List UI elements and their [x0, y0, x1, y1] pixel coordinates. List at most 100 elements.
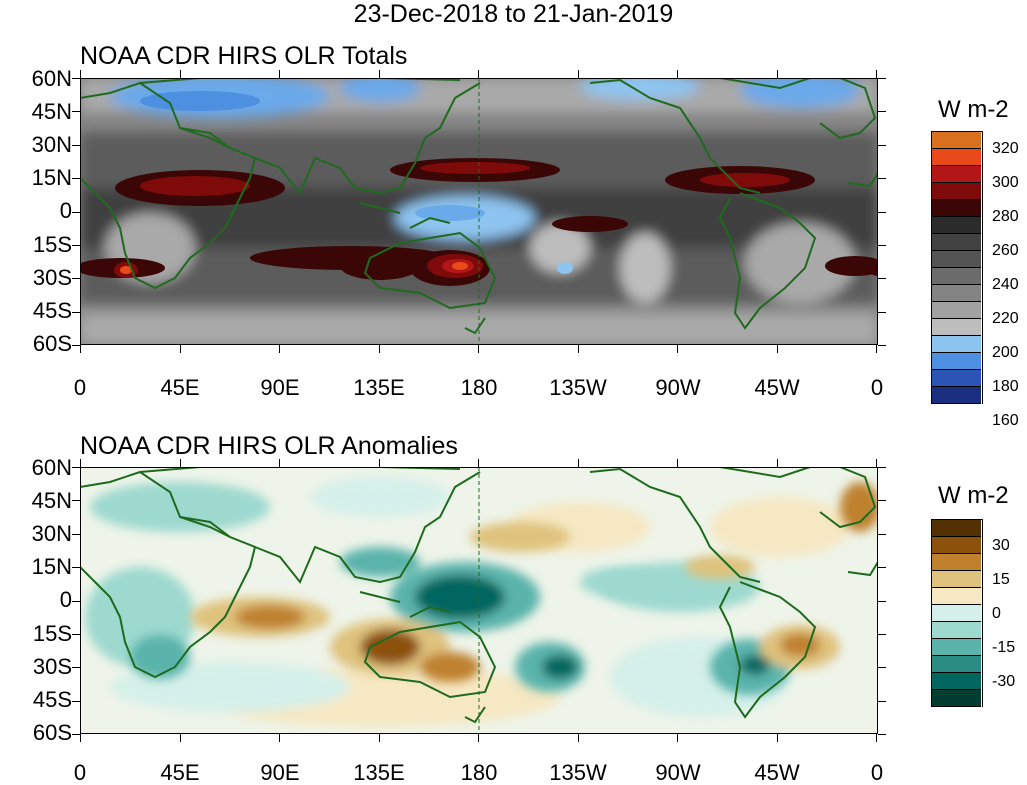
anomalies-lon-label: 45W — [754, 760, 800, 785]
axis-tick — [379, 734, 380, 742]
axis-tick — [777, 345, 778, 353]
axis-tick — [72, 178, 80, 179]
axis-tick — [878, 467, 886, 468]
totals-lat-label: 15N — [31, 165, 72, 190]
axis-tick — [878, 212, 886, 213]
anomalies-lon-label: 0 — [870, 760, 884, 785]
totals-lon-label: 180 — [460, 375, 498, 400]
axis-tick — [878, 145, 886, 146]
figure-title: 23-Dec-2018 to 21-Jan-2019 — [353, 0, 674, 28]
axis-tick — [72, 567, 80, 568]
axis-tick — [876, 345, 877, 353]
anomalies-lon-label: 45E — [160, 760, 200, 785]
axis-tick — [677, 70, 678, 78]
anomalies-colorbar-border — [931, 519, 983, 707]
totals-colorbar-label: 260 — [992, 242, 1019, 259]
anomalies-colorbar-swatch — [931, 588, 981, 605]
anomalies-colorbar-label: 15 — [992, 570, 1010, 588]
anomalies-map — [80, 467, 878, 734]
axis-tick — [72, 145, 80, 146]
axis-tick — [279, 734, 280, 742]
anomalies-lon-label: 90W — [655, 760, 701, 785]
axis-tick — [72, 534, 80, 535]
axis-tick — [379, 70, 380, 78]
totals-lat-label: 0 — [59, 198, 72, 223]
axis-tick — [876, 734, 877, 742]
anomalies-lat-label: 60S — [32, 720, 72, 745]
anomalies-colorbar-label: -15 — [992, 638, 1016, 656]
totals-colorbar-label: 160 — [992, 412, 1019, 429]
totals-lat-label: 30N — [31, 132, 72, 157]
totals-colorbar-label: 180 — [992, 378, 1019, 395]
axis-tick — [878, 345, 886, 346]
axis-tick — [578, 734, 579, 742]
axis-tick — [878, 734, 886, 735]
axis-tick — [180, 459, 181, 467]
anomalies-colorbar-swatch — [931, 520, 981, 537]
totals-colorbar-swatch — [931, 166, 981, 183]
axis-tick — [878, 667, 886, 668]
axis-tick — [72, 245, 80, 246]
totals-lon-label: 45W — [754, 375, 800, 400]
totals-lon-label: 90E — [260, 375, 300, 400]
totals-colorbar-label: 220 — [992, 310, 1019, 327]
axis-tick — [180, 345, 181, 353]
axis-tick — [777, 70, 778, 78]
totals-colorbar-swatch — [931, 251, 981, 268]
anomalies-colorbar-label: 30 — [992, 536, 1010, 554]
axis-tick — [72, 111, 80, 112]
axis-tick — [72, 345, 80, 346]
anomalies-colorbar-swatch — [931, 537, 981, 554]
totals-colorbar-label: 200 — [992, 344, 1019, 361]
axis-tick — [878, 500, 886, 501]
axis-tick — [72, 601, 80, 602]
totals-map — [80, 78, 878, 345]
coastlines — [80, 467, 878, 724]
anomalies-lat-label: 30S — [32, 654, 72, 679]
axis-tick — [72, 701, 80, 702]
totals-colorbar-swatch — [931, 353, 981, 370]
axis-tick — [72, 500, 80, 501]
axis-tick — [379, 459, 380, 467]
totals-lon-label: 0 — [870, 375, 884, 400]
totals-colorbar-swatch — [931, 217, 981, 234]
axis-tick — [878, 534, 886, 535]
axis-tick — [677, 459, 678, 467]
totals-colorbar-swatch — [931, 132, 981, 149]
axis-tick — [80, 734, 81, 742]
totals-colorbar-label: 280 — [992, 208, 1019, 225]
axis-tick — [578, 459, 579, 467]
axis-tick — [878, 634, 886, 635]
axis-tick — [878, 701, 886, 702]
axis-tick — [478, 345, 479, 353]
totals-colorbar-swatch — [931, 149, 981, 166]
totals-lon-label: 45E — [160, 375, 200, 400]
totals-colorbar-label: 320 — [992, 140, 1019, 157]
axis-tick — [72, 667, 80, 668]
axis-tick — [478, 70, 479, 78]
totals-lon-label: 0 — [73, 375, 87, 400]
totals-colorbar-label: 300 — [992, 174, 1019, 191]
anomalies-colorbar-swatch — [931, 622, 981, 639]
anomalies-lon-label: 135E — [353, 760, 405, 785]
axis-tick — [180, 70, 181, 78]
axis-tick — [777, 734, 778, 742]
axis-tick — [677, 345, 678, 353]
axis-tick — [72, 78, 80, 79]
anomalies-colorbar-swatch — [931, 656, 981, 673]
anomalies-lon-label: 90E — [260, 760, 300, 785]
axis-tick — [878, 567, 886, 568]
totals-colorbar-swatch — [931, 387, 981, 404]
axis-tick — [80, 459, 81, 467]
axis-tick — [80, 345, 81, 353]
axis-tick — [478, 459, 479, 467]
anomalies-lat-label: 15S — [32, 621, 72, 646]
axis-tick — [878, 178, 886, 179]
anomalies-panel-title: NOAA CDR HIRS OLR Anomalies — [80, 432, 458, 460]
totals-colorbar-border — [931, 131, 983, 404]
totals-lat-label: 60N — [31, 66, 72, 91]
anomalies-lon-label: 180 — [460, 760, 498, 785]
totals-field — [80, 78, 878, 345]
axis-tick — [72, 734, 80, 735]
axis-tick — [180, 734, 181, 742]
